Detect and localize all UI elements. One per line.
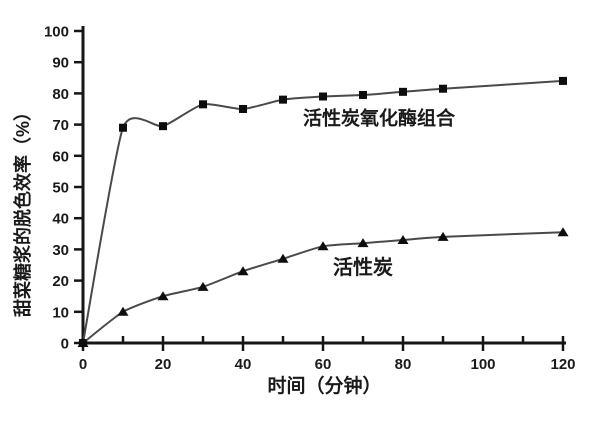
series-0-square-marker: [399, 87, 407, 96]
series-1-triangle-marker: [437, 231, 449, 241]
series-1-triangle-marker: [157, 291, 169, 301]
series-0-square-marker: [359, 90, 367, 99]
series-0-square-marker: [239, 105, 247, 113]
y-axis-title: 甜菜糖浆的脱色效率（%）: [12, 103, 33, 317]
y-tick-label: 40: [52, 211, 69, 228]
y-tick-label: 100: [44, 24, 69, 41]
x-tick-label: 80: [395, 356, 412, 373]
series-1-triangle-marker: [117, 306, 129, 316]
series-label-1: 活性炭: [333, 256, 393, 279]
x-tick-label: 20: [155, 356, 172, 373]
y-tick-label: 70: [52, 117, 69, 134]
y-tick-label: 50: [52, 180, 69, 197]
series-0-square-marker: [279, 95, 287, 104]
series-label-0: 活性炭氧化酶组合: [303, 106, 456, 129]
series-1-triangle-marker: [237, 266, 249, 276]
series-0-square-marker: [559, 76, 567, 85]
y-tick-label: 30: [52, 242, 69, 259]
y-tick-label: 0: [61, 336, 69, 353]
y-tick-label: 20: [52, 273, 69, 290]
series-1-triangle-marker: [277, 253, 289, 263]
y-tick-label: 80: [52, 86, 69, 103]
y-tick-label: 90: [52, 55, 69, 72]
series-0-square-marker: [119, 123, 127, 132]
series-1-triangle-marker: [397, 235, 409, 245]
x-tick-label: 0: [79, 356, 87, 373]
series-1-triangle-marker: [357, 238, 369, 248]
x-axis-title: 时间（分钟）: [267, 374, 381, 397]
series-1-triangle-marker: [557, 227, 569, 237]
x-tick-label: 120: [550, 356, 575, 373]
series-1-triangle-marker: [317, 241, 329, 251]
origin-marker: [78, 338, 88, 348]
series-1-triangle-marker: [197, 281, 209, 291]
series-0-square-marker: [199, 100, 207, 109]
x-tick-label: 100: [470, 356, 495, 373]
series-0-square-marker: [159, 122, 167, 131]
series-0-square-marker: [319, 92, 327, 101]
y-tick-label: 10: [52, 304, 69, 321]
x-tick-label: 60: [315, 356, 332, 373]
series-0-square-marker: [439, 84, 447, 93]
x-tick-label: 40: [235, 356, 252, 373]
y-tick-label: 60: [52, 148, 69, 165]
